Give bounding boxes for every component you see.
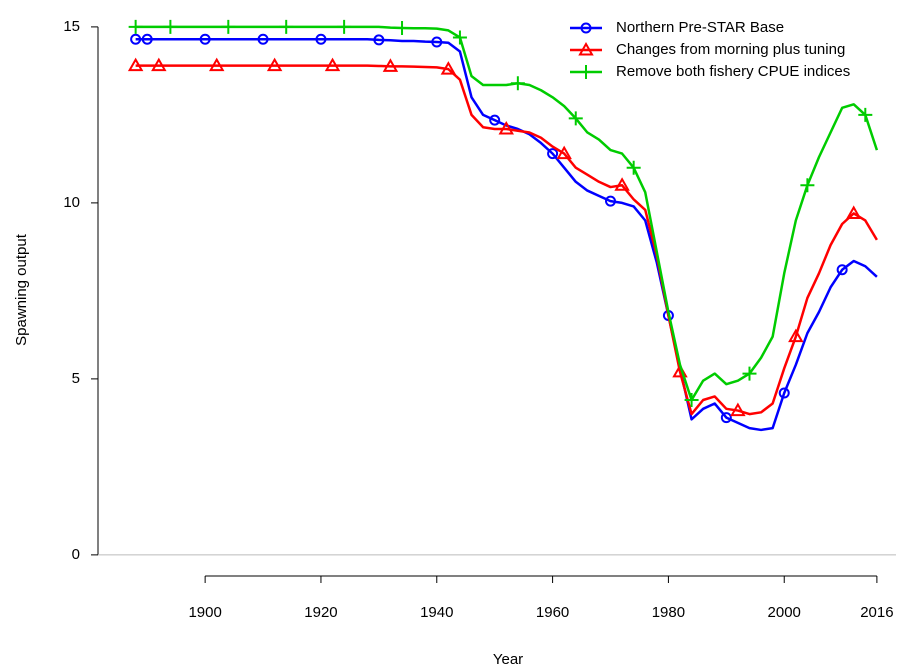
marker [626, 160, 641, 175]
marker [452, 30, 467, 45]
marker [257, 33, 269, 45]
x-axis-label: Year [493, 651, 523, 668]
marker [510, 76, 525, 91]
series-line [135, 64, 878, 416]
y-tick-label: 15 [63, 18, 80, 35]
marker [163, 19, 178, 34]
marker [128, 19, 143, 34]
marker [730, 402, 746, 417]
marker [547, 148, 559, 160]
marker [720, 412, 732, 424]
marker [684, 393, 699, 408]
marker [208, 57, 225, 72]
x-tick-label: 2000 [768, 604, 801, 621]
legend-label: Remove both fishery CPUE indices [616, 63, 850, 80]
marker [130, 33, 142, 45]
y-tick-label: 10 [63, 194, 80, 211]
marker [266, 57, 283, 72]
marker [800, 178, 815, 193]
marker [846, 205, 862, 219]
x-tick-label: 1920 [304, 604, 337, 621]
marker [279, 19, 294, 34]
marker [614, 177, 630, 191]
marker [315, 33, 327, 45]
series-line [135, 25, 879, 402]
x-tick-label: 2016 [860, 604, 893, 621]
x-tick-label: 1960 [536, 604, 569, 621]
marker [431, 36, 443, 48]
y-axis-label: Spawning output [13, 233, 30, 346]
marker [141, 33, 153, 45]
y-tick-label: 0 [72, 546, 80, 563]
marker [373, 34, 385, 46]
marker [127, 57, 144, 72]
marker [556, 145, 572, 160]
marker [580, 22, 592, 34]
marker [324, 57, 341, 72]
marker [498, 120, 514, 135]
legend-label: Changes from morning plus tuning [616, 41, 845, 58]
marker [742, 366, 757, 381]
marker [788, 328, 804, 343]
marker [382, 58, 399, 72]
x-tick-label: 1980 [652, 604, 685, 621]
marker [836, 264, 848, 276]
marker [440, 61, 457, 75]
marker [395, 20, 410, 35]
marker [578, 41, 594, 56]
x-tick-label: 1900 [188, 604, 221, 621]
series-line [135, 37, 878, 432]
marker [151, 57, 167, 72]
y-tick-label: 5 [72, 370, 80, 387]
marker [579, 65, 593, 79]
marker [605, 195, 617, 207]
x-tick-label: 1940 [420, 604, 453, 621]
marker [337, 19, 352, 34]
marker [778, 387, 790, 399]
marker [858, 107, 873, 122]
marker [568, 111, 583, 126]
marker [221, 19, 236, 34]
marker [199, 33, 211, 45]
marker [489, 114, 501, 126]
legend-label: Northern Pre-STAR Base [616, 19, 784, 36]
